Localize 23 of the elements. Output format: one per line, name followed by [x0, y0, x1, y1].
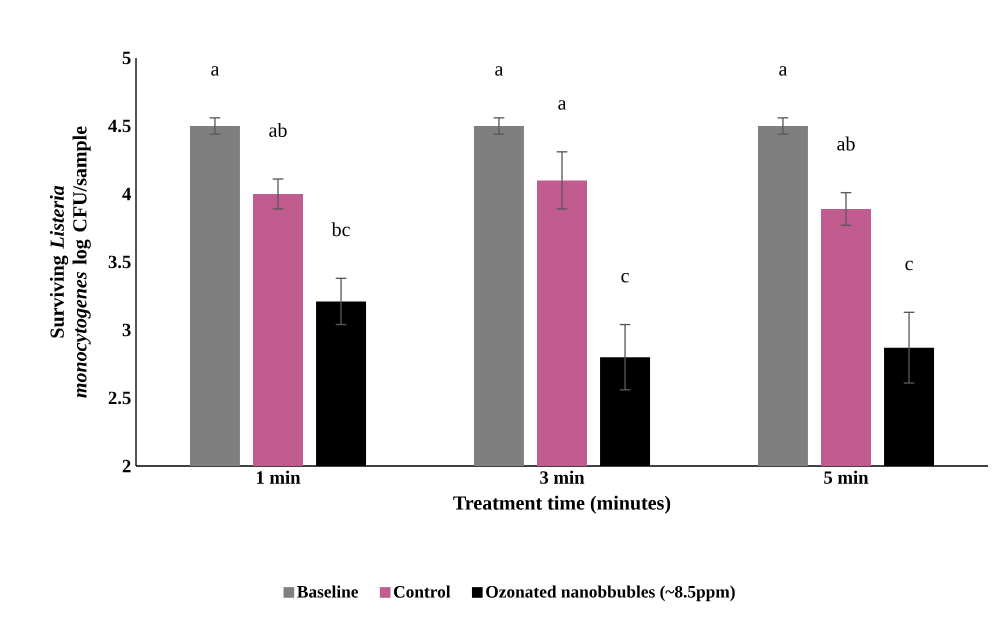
y-tick-label: 2.5 [108, 391, 131, 405]
y-tick-label: 4.5 [108, 119, 131, 133]
legend-label: Baseline [297, 585, 359, 598]
x-axis-title: Treatment time (minutes) [453, 495, 671, 514]
annotation: bc [331, 222, 350, 237]
y-tick-label: 3.5 [108, 255, 131, 269]
annotation: c [905, 260, 913, 271]
annotation: a [558, 100, 567, 110]
y-tick-label: 3 [122, 323, 131, 337]
annotation: a [779, 66, 788, 76]
y-tick-label: 5 [122, 51, 131, 65]
legend-label: Control [394, 585, 451, 598]
legend-label: Ozonated nanobbubles (~8.5ppm) [486, 585, 735, 602]
x-tick-label: 3 min [540, 470, 585, 484]
annotation: a [211, 66, 220, 76]
y-tick-label: 2 [122, 459, 131, 473]
annotation: a [495, 66, 504, 76]
x-tick-label: 1 min [256, 470, 301, 484]
y-tick-label: 4 [122, 187, 131, 201]
annotation: c [621, 272, 629, 283]
annotation: ab [837, 136, 855, 151]
annotation: ab [269, 122, 287, 137]
x-tick-label: 5 min [824, 470, 869, 484]
